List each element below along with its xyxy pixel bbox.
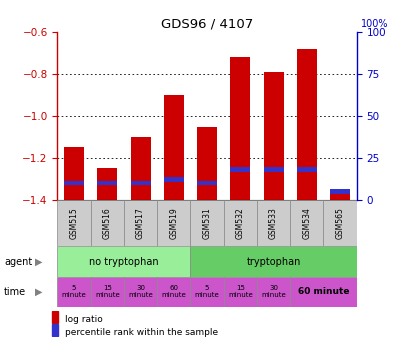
Text: GSM515: GSM515 [70, 207, 79, 239]
Bar [190, 200, 223, 246]
Bar [57, 246, 190, 277]
Text: 30
minute: 30 minute [261, 285, 285, 298]
Bar [329, 189, 349, 194]
Bar [256, 200, 290, 246]
Text: 5
minute: 5 minute [61, 285, 86, 298]
Bar [164, 177, 183, 182]
Text: GSM531: GSM531 [202, 207, 211, 239]
Bar [130, 137, 150, 200]
Bar [223, 200, 256, 246]
Text: time: time [4, 287, 26, 297]
Bar [164, 95, 183, 200]
Text: GSM565: GSM565 [335, 207, 344, 239]
Text: GSM534: GSM534 [301, 207, 310, 239]
Text: 15
minute: 15 minute [94, 285, 119, 298]
Bar [290, 200, 323, 246]
Text: GSM532: GSM532 [235, 207, 244, 239]
Text: 15
minute: 15 minute [227, 285, 252, 298]
Title: GDS96 / 4107: GDS96 / 4107 [160, 18, 253, 31]
Bar [263, 167, 283, 172]
Bar [290, 277, 356, 307]
Bar [90, 200, 124, 246]
Text: 30
minute: 30 minute [128, 285, 153, 298]
Bar [230, 57, 249, 200]
Text: log ratio: log ratio [65, 315, 102, 324]
Bar [223, 277, 256, 307]
Bar [64, 147, 84, 200]
Text: 100%: 100% [360, 19, 387, 29]
Bar [197, 181, 216, 186]
Bar [263, 72, 283, 200]
Bar [124, 277, 157, 307]
Text: GSM516: GSM516 [103, 207, 112, 239]
Bar [190, 277, 223, 307]
Bar [97, 181, 117, 186]
Text: 60 minute: 60 minute [297, 287, 348, 296]
Bar [52, 311, 58, 323]
Text: GSM519: GSM519 [169, 207, 178, 239]
Text: 5
minute: 5 minute [194, 285, 219, 298]
Bar [323, 200, 356, 246]
Text: tryptophan: tryptophan [246, 256, 300, 267]
Bar [90, 277, 124, 307]
Text: GSM517: GSM517 [136, 207, 145, 239]
Text: ▶: ▶ [35, 287, 42, 297]
Bar [124, 200, 157, 246]
Bar [130, 181, 150, 186]
Text: ▶: ▶ [35, 256, 42, 267]
Bar [230, 167, 249, 172]
Text: 60
minute: 60 minute [161, 285, 186, 298]
Text: no tryptophan: no tryptophan [89, 256, 158, 267]
Bar [197, 126, 216, 200]
Bar [256, 277, 290, 307]
Bar [157, 277, 190, 307]
Bar [64, 181, 84, 186]
Text: agent: agent [4, 256, 32, 267]
Bar [296, 167, 316, 172]
Text: GSM533: GSM533 [268, 207, 277, 239]
Text: percentile rank within the sample: percentile rank within the sample [65, 328, 217, 337]
Bar [296, 49, 316, 200]
Bar [329, 190, 349, 200]
Bar [157, 200, 190, 246]
Bar [57, 200, 90, 246]
Bar [97, 169, 117, 200]
Bar [57, 277, 90, 307]
Bar [190, 246, 356, 277]
Bar [52, 324, 58, 336]
